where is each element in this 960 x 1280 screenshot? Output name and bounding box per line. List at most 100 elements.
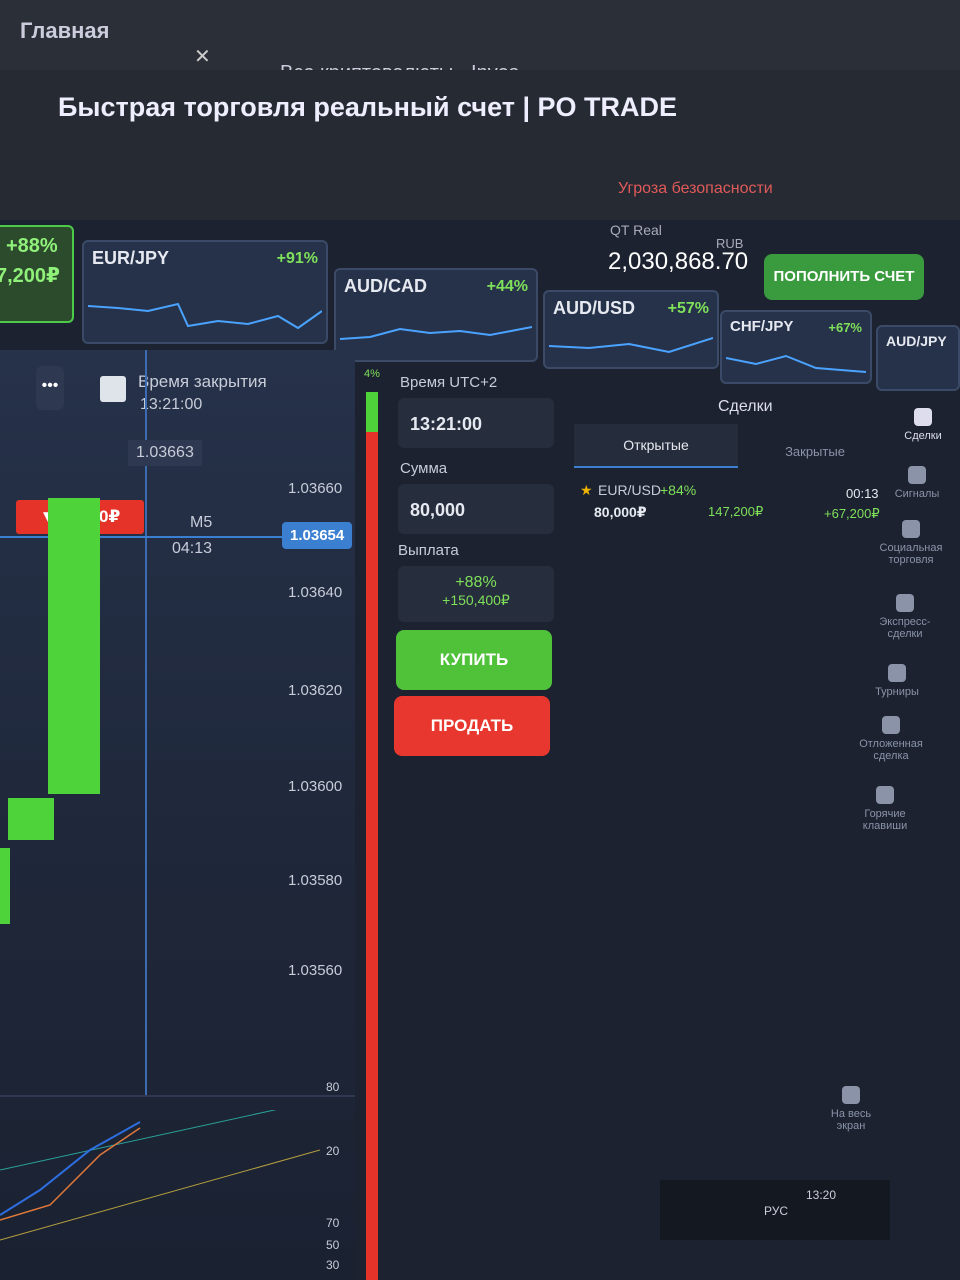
asset-tile[interactable]: +88% 7,200₽ bbox=[0, 225, 74, 323]
asset-payout: +88% bbox=[6, 235, 58, 257]
amount-field[interactable]: 80,000 bbox=[398, 484, 554, 534]
amount-label: Сумма bbox=[400, 460, 448, 477]
sidebar-button[interactable]: Турниры bbox=[862, 664, 932, 698]
sidebar-label: Горячие клавиши bbox=[862, 808, 908, 832]
payout-percent: +88% bbox=[455, 574, 497, 591]
deal-profit: +67,200₽ bbox=[824, 506, 880, 521]
candle bbox=[8, 798, 54, 840]
sidebar-label: Отложенная сделка bbox=[859, 738, 923, 762]
payout-label: Выплата bbox=[398, 542, 459, 559]
candle bbox=[48, 498, 100, 794]
sidebar-label: Социальная торговля bbox=[879, 542, 943, 566]
icon bbox=[908, 466, 926, 484]
hover-price: 1.03663 bbox=[128, 440, 202, 466]
deal-percent: +84% bbox=[660, 482, 697, 498]
osc-tick: 80 bbox=[326, 1080, 340, 1094]
price-label: 1.03560 bbox=[288, 962, 343, 979]
current-price: 1.03654 bbox=[282, 522, 353, 549]
star-icon: ★ bbox=[580, 482, 593, 498]
payout-box: +88% +150,400₽ bbox=[398, 566, 554, 622]
sell-button[interactable]: ПРОДАТЬ bbox=[394, 696, 550, 756]
asset-payout: +91% bbox=[276, 250, 318, 267]
osc-tick: 50 bbox=[326, 1238, 340, 1252]
asset-tile[interactable]: AUD/USD +57% bbox=[543, 290, 719, 369]
asset-tile[interactable]: AUD/CAD +44% bbox=[334, 268, 538, 362]
sidebar-label: На весь экран bbox=[830, 1108, 872, 1132]
asset-name: AUD/JPY bbox=[886, 333, 947, 349]
asset-name: EUR/JPY bbox=[92, 248, 170, 268]
sparkline bbox=[726, 354, 866, 373]
price-label: 1.03600 bbox=[288, 778, 343, 795]
sidebar-button[interactable]: Социальная торговля bbox=[876, 520, 946, 566]
icon bbox=[896, 594, 914, 612]
tab[interactable]: Главная bbox=[20, 18, 110, 43]
asset-payout: +57% bbox=[667, 300, 709, 317]
title-bar: Быстрая торговля реальный счет | PO TRAD… bbox=[0, 70, 960, 220]
icon bbox=[888, 664, 906, 682]
icon bbox=[876, 786, 894, 804]
candle bbox=[0, 848, 10, 924]
tab-bar: Главная ✕ Все криптовалюты - Inves + bbox=[0, 0, 960, 127]
oscillator bbox=[0, 1110, 320, 1241]
icon bbox=[882, 716, 900, 734]
deal-value: 147,200₽ bbox=[708, 504, 764, 519]
deals-tab[interactable]: Открытые bbox=[574, 424, 738, 468]
close-icon[interactable]: ✕ bbox=[194, 46, 211, 68]
clock[interactable]: 13:20 bbox=[806, 1188, 837, 1202]
asset-amount: 7,200₽ bbox=[0, 265, 60, 287]
asset-name: AUD/CAD bbox=[344, 276, 427, 296]
layout-button[interactable] bbox=[100, 376, 126, 402]
time-value: 13:21:00 bbox=[410, 414, 483, 434]
buy-button[interactable]: КУПИТЬ bbox=[396, 630, 552, 690]
deposit-button[interactable]: ПОПОЛНИТЬ СЧЕТ bbox=[764, 254, 924, 300]
time-field[interactable]: 13:21:00 bbox=[398, 398, 554, 448]
sidebar-button[interactable]: Сделки bbox=[888, 408, 958, 442]
balance[interactable]: 2,030,868.70 bbox=[608, 248, 749, 275]
security-warning[interactable]: Угроза безопасности bbox=[618, 180, 773, 197]
timer: 04:13 bbox=[172, 540, 213, 557]
deals-title: Сделки bbox=[718, 398, 773, 415]
language[interactable]: РУС bbox=[764, 1204, 789, 1218]
currency: RUB bbox=[716, 236, 744, 251]
account-label: QT Real bbox=[610, 222, 662, 238]
time-label: Время UTC+2 bbox=[400, 374, 498, 391]
icon bbox=[902, 520, 920, 538]
deal-row[interactable]: ★ EUR/USD +84% 80,000₽ 147,200₽ 00:13 +6… bbox=[580, 480, 880, 526]
more-button[interactable]: ••• bbox=[36, 366, 64, 410]
chart: ••• Время закрытия 13:21:00 1.03663 1.03… bbox=[0, 350, 355, 1280]
close-time: 13:21:00 bbox=[140, 396, 203, 413]
page-title: Быстрая торговля реальный счет | PO TRAD… bbox=[58, 92, 678, 122]
osc-tick: 20 bbox=[326, 1144, 340, 1158]
divider bbox=[0, 1095, 355, 1097]
sentiment-up bbox=[366, 392, 378, 432]
asset-payout: +44% bbox=[486, 278, 528, 295]
sidebar-label: Сделки bbox=[904, 430, 942, 442]
sidebar-button[interactable]: Горячие клавиши bbox=[850, 786, 920, 832]
osc-tick: 30 bbox=[326, 1258, 340, 1272]
asset-tile[interactable]: CHF/JPY +67% bbox=[720, 310, 872, 384]
price-label: 1.03640 bbox=[288, 584, 343, 601]
sidebar-button[interactable]: На весь экран bbox=[816, 1086, 886, 1132]
time-line bbox=[145, 350, 147, 1095]
sparkline bbox=[88, 302, 322, 330]
close-time-label: Время закрытия bbox=[138, 372, 267, 391]
sidebar-label: Экспресс-сделки bbox=[879, 616, 931, 640]
asset-tile[interactable]: AUD/JPY bbox=[876, 325, 960, 391]
payout-amount: +150,400₽ bbox=[442, 592, 510, 608]
sidebar-button[interactable]: Сигналы bbox=[882, 466, 952, 500]
sparkline bbox=[340, 326, 532, 340]
asset-payout: +67% bbox=[828, 320, 862, 335]
asset-tile[interactable]: EUR/JPY +91% bbox=[82, 240, 328, 344]
sidebar-label: Турниры bbox=[875, 686, 919, 698]
timeframe: M5 bbox=[190, 514, 213, 531]
deals-tab[interactable]: Закрытые bbox=[785, 444, 845, 459]
taskbar: РУС 13:20 bbox=[660, 1180, 890, 1240]
price-label: 1.03580 bbox=[288, 872, 343, 889]
sidebar-button[interactable]: Отложенная сделка bbox=[856, 716, 926, 762]
sentiment-percent: 4% bbox=[364, 368, 380, 380]
amount-value: 80,000 bbox=[410, 500, 466, 520]
sidebar-button[interactable]: Экспресс-сделки bbox=[870, 594, 940, 640]
price-label: 1.03660 bbox=[288, 480, 343, 497]
icon bbox=[842, 1086, 860, 1104]
